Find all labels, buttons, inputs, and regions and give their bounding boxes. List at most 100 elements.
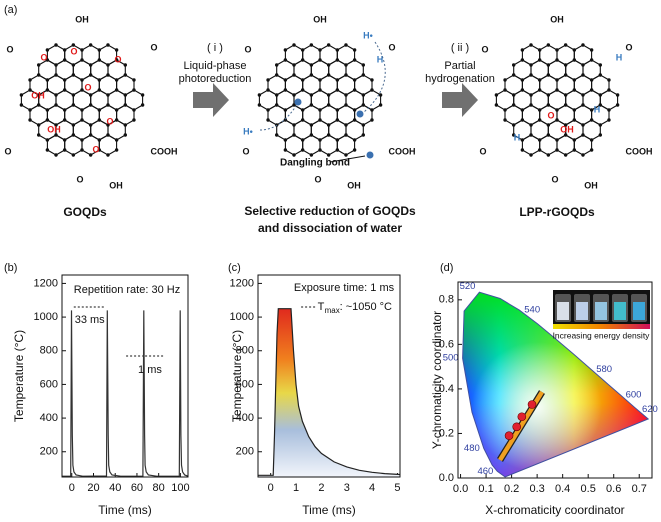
y-axis-label: Temperature (°C) [230, 330, 244, 422]
carbon-atom [97, 108, 102, 112]
vial-glow [557, 302, 569, 320]
carbon-atom [352, 118, 357, 122]
carbon-atom [352, 78, 357, 82]
carbon-atom [88, 133, 93, 137]
carbon-atom [114, 108, 119, 112]
carbon-atom [555, 48, 559, 52]
carbon-atom [563, 43, 568, 47]
oxygen-group: O [70, 46, 77, 56]
hydrogen-label: H [377, 54, 384, 64]
x-tick-label: 0.5 [581, 483, 596, 495]
carbon-atom [309, 133, 314, 137]
carbon-atom [598, 73, 603, 77]
carbon-atom [132, 108, 136, 112]
carbon-atom [45, 148, 50, 152]
hexagon-ring [124, 89, 144, 111]
carbon-atom [335, 88, 340, 92]
x-tick-label: 0.4 [555, 483, 570, 495]
data-point [512, 422, 522, 432]
carbon-atom [546, 63, 551, 67]
carbon-atom [555, 118, 559, 122]
carbon-atom [555, 108, 559, 112]
edge-group: O [551, 174, 558, 184]
carbon-atom [370, 108, 374, 112]
carbon-atom [607, 108, 611, 112]
plot-frame [257, 274, 401, 478]
wavelength-label: 620 [642, 404, 658, 415]
edge-group: O [76, 174, 83, 184]
graphene-lattice [19, 43, 145, 157]
carbon-atom [309, 153, 314, 157]
carbon-atom [546, 133, 551, 137]
carbon-atom [88, 73, 93, 77]
carbon-atom [300, 138, 305, 142]
panel-label: (a) [4, 4, 17, 16]
carbon-atom [54, 103, 58, 107]
oxygen-group: O [106, 116, 113, 126]
carbon-atom [106, 133, 110, 137]
spectral-locus [462, 291, 650, 478]
x-tick-label: 5 [394, 482, 400, 494]
x-tick-label: 60 [131, 482, 143, 494]
carbon-atom [71, 63, 76, 67]
carbon-atom [581, 93, 585, 97]
x-tick-label: 0.0 [453, 483, 468, 495]
carbon-atom [28, 108, 32, 112]
carbon-atom [266, 118, 270, 122]
carbon-atom [292, 63, 296, 67]
carbon-atom [274, 103, 279, 107]
carbon-atom [28, 88, 32, 92]
edge-group: COOH [626, 146, 653, 156]
carbon-atom [300, 88, 305, 92]
panel-label: (d) [440, 262, 453, 274]
carbon-atom [274, 73, 279, 77]
carbon-atom [62, 148, 67, 152]
carbon-atom [352, 58, 357, 62]
plot-frame [457, 281, 653, 479]
carbon-atom [292, 103, 296, 107]
carbon-atom [45, 88, 50, 92]
plot-frame [61, 274, 189, 478]
cie-fill [462, 292, 649, 477]
energy-bar [553, 324, 650, 329]
structure-name: and dissociation of water [258, 221, 402, 235]
carbon-atom [309, 103, 314, 107]
carbon-atom [257, 93, 262, 97]
carbon-atom [572, 138, 577, 142]
annotation: 1 ms [138, 364, 162, 376]
carbon-atom [607, 118, 611, 122]
data-point [517, 412, 527, 422]
carbon-atom [555, 138, 559, 142]
y-tick-label: 400 [236, 412, 254, 424]
tmax-rest: : ~1050 °C [340, 301, 392, 313]
carbon-atom [132, 88, 136, 92]
carbon-atom [80, 48, 84, 52]
carbon-atom [546, 43, 551, 47]
carbon-atom [520, 138, 525, 142]
carbon-atom [326, 153, 331, 157]
carbon-atom [283, 108, 288, 112]
tmax-label: T [318, 301, 325, 313]
carbon-atom [370, 118, 374, 122]
carbon-atom [520, 118, 525, 122]
carbon-atom [503, 88, 507, 92]
annotation: Repetition rate: 30 Hz [74, 284, 180, 296]
oxygen-group: O [114, 54, 121, 64]
oxygen-group: O [84, 82, 91, 92]
carbon-atom [581, 43, 585, 47]
carbon-atom [97, 48, 102, 52]
x-tick-label: 0.2 [504, 483, 519, 495]
y-tick-label: 800 [236, 345, 254, 357]
carbon-atom [123, 123, 128, 127]
edge-group: OH [550, 14, 564, 24]
carbon-atom [80, 138, 84, 142]
carbon-atom [555, 58, 559, 62]
x-tick-label: 0.3 [529, 483, 544, 495]
carbon-atom [335, 78, 340, 82]
carbon-atom [344, 43, 348, 47]
carbon-atom [292, 153, 296, 157]
carbon-atom [352, 108, 357, 112]
carbon-atom [266, 88, 270, 92]
carbon-atom [326, 43, 331, 47]
edge-group: O [242, 146, 249, 156]
